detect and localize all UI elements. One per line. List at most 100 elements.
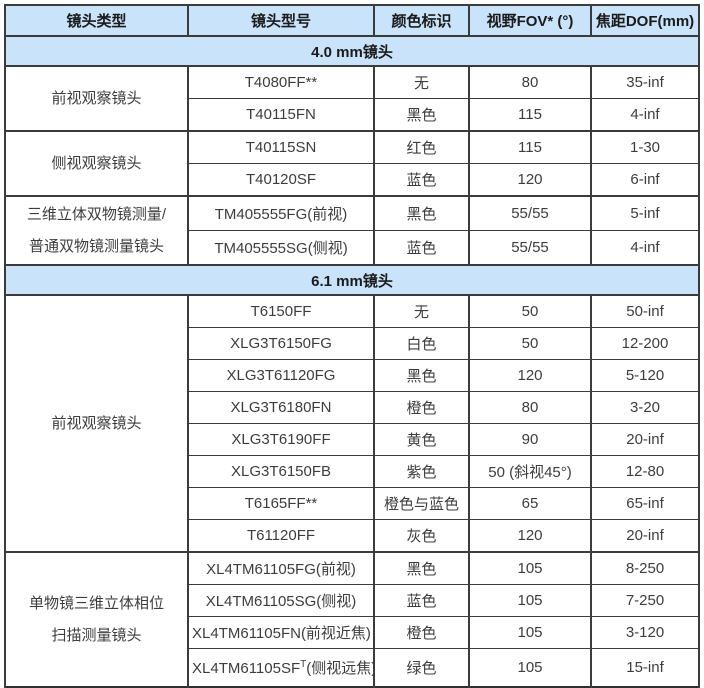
color-cell: 黑色 bbox=[373, 359, 470, 392]
table-row: 三维立体双物镜测量/普通双物镜测量镜头 TM405555FG(前视) 黑色 55/55… bbox=[4, 195, 700, 266]
header-lens-type: 镜头类型 bbox=[4, 4, 189, 37]
color-cell: 黑色 bbox=[373, 98, 470, 132]
color-cell: 黄色 bbox=[373, 423, 470, 456]
model-superscript: T bbox=[300, 659, 307, 670]
dof-cell: 35-inf bbox=[590, 65, 700, 99]
model-cell: XL4TM61105FG(前视) bbox=[187, 551, 375, 585]
header-color-mark: 颜色标识 bbox=[373, 4, 470, 37]
header-fov: 视野FOV* (°) bbox=[468, 4, 592, 37]
lens-spec-table-container: 镜头类型 镜头型号 颜色标识 视野FOV* (°) 焦距DOF(mm) 4.0 … bbox=[4, 4, 700, 688]
dof-cell: 4-inf bbox=[590, 230, 700, 266]
color-cell: 黑色 bbox=[373, 195, 470, 231]
fov-cell: 90 bbox=[468, 423, 592, 456]
color-cell: 无 bbox=[373, 294, 470, 328]
header-lens-model: 镜头型号 bbox=[187, 4, 375, 37]
fov-cell: 115 bbox=[468, 130, 592, 164]
fov-cell: 50 bbox=[468, 294, 592, 328]
fov-cell: 120 bbox=[468, 163, 592, 197]
header-row: 镜头类型 镜头型号 颜色标识 视野FOV* (°) 焦距DOF(mm) bbox=[4, 4, 700, 37]
dof-cell: 65-inf bbox=[590, 487, 700, 520]
model-cell: XLG3T6150FB bbox=[187, 455, 375, 488]
dof-cell: 20-inf bbox=[590, 423, 700, 456]
fov-cell: 50 bbox=[468, 327, 592, 360]
color-cell: 红色 bbox=[373, 130, 470, 164]
dof-cell: 6-inf bbox=[590, 163, 700, 197]
fov-cell: 120 bbox=[468, 359, 592, 392]
color-cell: 橙色 bbox=[373, 616, 470, 649]
table-row: T6165FF** 橙色与蓝色 65 65-inf bbox=[5, 487, 700, 520]
model-cell: XLG3T61120FG bbox=[187, 359, 375, 392]
table-row: TM405555SG(侧视) 蓝色 55/55 4-inf bbox=[5, 230, 700, 266]
fov-cell: 105 bbox=[468, 584, 592, 617]
table-row: 前视观察镜头 T6150FF 无 50 50-inf bbox=[4, 294, 700, 553]
color-cell: 橙色 bbox=[373, 391, 470, 424]
table-row: 前视观察镜头 T4080FF** 无 80 35-inf bbox=[4, 65, 700, 132]
fov-cell: 120 bbox=[468, 519, 592, 553]
fov-cell: 55/55 bbox=[468, 195, 592, 231]
fov-cell: 80 bbox=[468, 391, 592, 424]
dof-cell: 4-inf bbox=[590, 98, 700, 132]
model-cell: XL4TM61105FN(前视近焦) bbox=[187, 616, 375, 649]
table-row: T40115FN 黑色 115 4-inf bbox=[5, 98, 700, 132]
color-cell: 橙色与蓝色 bbox=[373, 487, 470, 520]
table-row: XL4TM61105SG(侧视) 蓝色 105 7-250 bbox=[5, 584, 700, 617]
table-row: 侧视观察镜头 T40115SN 红色 115 1-30 bbox=[4, 130, 700, 197]
model-cell: XLG3T6190FF bbox=[187, 423, 375, 456]
dof-cell: 12-80 bbox=[590, 455, 700, 488]
table-row: T40120SF 蓝色 120 6-inf bbox=[5, 163, 700, 197]
fov-cell: 50 (斜视45°) bbox=[468, 455, 592, 488]
dof-cell: 5-120 bbox=[590, 359, 700, 392]
dof-cell: 3-120 bbox=[590, 616, 700, 649]
table-row: XL4TM61105FN(前视近焦) 橙色 105 3-120 bbox=[5, 616, 700, 649]
model-cell: TM405555FG(前视) bbox=[187, 195, 375, 231]
model-cell: T40115FN bbox=[187, 98, 375, 132]
header-dof: 焦距DOF(mm) bbox=[590, 4, 700, 37]
model-cell: XL4TM61105SG(侧视) bbox=[187, 584, 375, 617]
section-row: 4.0 mm镜头 bbox=[4, 35, 700, 67]
fov-cell: 80 bbox=[468, 65, 592, 99]
dof-cell: 7-250 bbox=[590, 584, 700, 617]
model-cell: T6150FF bbox=[187, 294, 375, 328]
color-cell: 蓝色 bbox=[373, 163, 470, 197]
dof-cell: 15-inf bbox=[590, 648, 700, 688]
table-row: XLG3T6150FB 紫色 50 (斜视45°) 12-80 bbox=[5, 455, 700, 488]
dof-cell: 20-inf bbox=[590, 519, 700, 553]
color-cell: 蓝色 bbox=[373, 230, 470, 266]
fov-cell: 105 bbox=[468, 616, 592, 649]
model-cell: T6165FF** bbox=[187, 487, 375, 520]
section-title: 4.0 mm镜头 bbox=[4, 35, 700, 67]
fov-cell: 105 bbox=[468, 648, 592, 688]
lens-type-cell: 前视观察镜头 bbox=[4, 65, 189, 132]
dof-cell: 1-30 bbox=[590, 130, 700, 164]
dof-cell: 3-20 bbox=[590, 391, 700, 424]
model-cell: TM405555SG(侧视) bbox=[187, 230, 375, 266]
dof-cell: 8-250 bbox=[590, 551, 700, 585]
model-cell: XLG3T6180FN bbox=[187, 391, 375, 424]
dof-cell: 50-inf bbox=[590, 294, 700, 328]
section-title: 6.1 mm镜头 bbox=[4, 264, 700, 296]
table-row: XLG3T6180FN 橙色 80 3-20 bbox=[5, 391, 700, 424]
table-row: XLG3T6150FG 白色 50 12-200 bbox=[5, 327, 700, 360]
model-cell: T61120FF bbox=[187, 519, 375, 553]
model-cell: T40120SF bbox=[187, 163, 375, 197]
color-cell: 蓝色 bbox=[373, 584, 470, 617]
lens-type-cell: 前视观察镜头 bbox=[4, 294, 189, 553]
lens-type-cell: 三维立体双物镜测量/普通双物镜测量镜头 bbox=[4, 195, 189, 266]
color-cell: 灰色 bbox=[373, 519, 470, 553]
table-row: 单物镜三维立体相位 扫描测量镜头 XL4TM61105FG(前视) 黑色 105 8-25… bbox=[4, 551, 700, 688]
model-cell: T40115SN bbox=[187, 130, 375, 164]
color-cell: 无 bbox=[373, 65, 470, 99]
fov-cell: 115 bbox=[468, 98, 592, 132]
model-cell: XLG3T6150FG bbox=[187, 327, 375, 360]
model-cell: XL4TM61105SFT(侧视远焦) bbox=[187, 648, 375, 688]
model-cell: T4080FF** bbox=[187, 65, 375, 99]
color-cell: 黑色 bbox=[373, 551, 470, 585]
dof-cell: 5-inf bbox=[590, 195, 700, 231]
lens-table-body: 4.0 mm镜头 前视观察镜头 T4080FF** 无 80 35-inf T40115FN… bbox=[4, 35, 700, 688]
table-header: 镜头类型 镜头型号 颜色标识 视野FOV* (°) 焦距DOF(mm) bbox=[4, 4, 700, 37]
lens-spec-table: 镜头类型 镜头型号 颜色标识 视野FOV* (°) 焦距DOF(mm) 4.0 … bbox=[4, 4, 700, 688]
color-cell: 绿色 bbox=[373, 648, 470, 688]
dof-cell: 12-200 bbox=[590, 327, 700, 360]
section-row: 6.1 mm镜头 bbox=[4, 264, 700, 296]
fov-cell: 65 bbox=[468, 487, 592, 520]
